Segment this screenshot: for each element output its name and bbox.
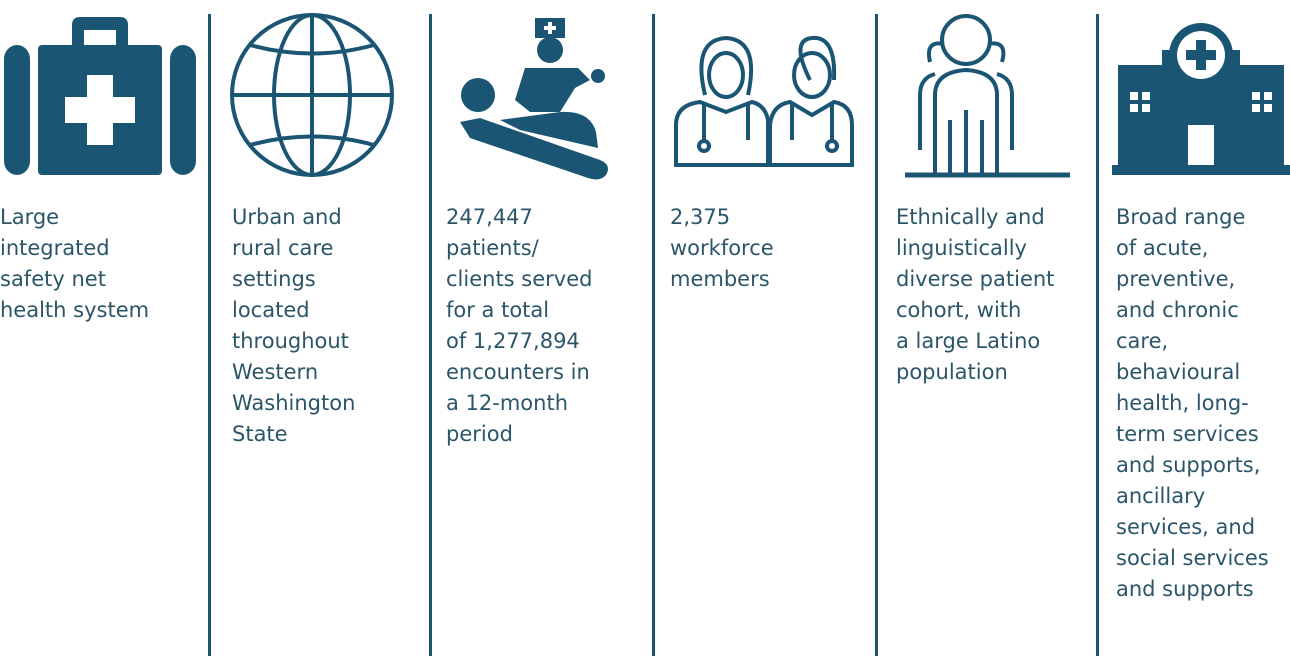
text-line: a 12-month xyxy=(446,391,569,415)
text-line: throughout xyxy=(232,329,349,353)
text-line: State xyxy=(232,422,288,446)
divider xyxy=(429,14,432,656)
text-line: safety net xyxy=(0,267,106,291)
text-line: ancillary xyxy=(1116,484,1206,508)
text-line: and supports, xyxy=(1116,453,1261,477)
text-line: social services xyxy=(1116,546,1269,570)
column-text: Large integrated safety net health system xyxy=(0,202,149,326)
text-line: period xyxy=(446,422,513,446)
text-line: Large xyxy=(0,205,60,229)
text-line: members xyxy=(670,267,770,291)
text-line: behavioural xyxy=(1116,360,1241,384)
text-line: cohort, with xyxy=(896,298,1022,322)
divider xyxy=(1096,14,1099,656)
divider xyxy=(208,14,211,656)
text-line: and chronic xyxy=(1116,298,1239,322)
text-line: rural care xyxy=(232,236,334,260)
text-line: 2,375 xyxy=(670,205,731,229)
text-line: health system xyxy=(0,298,150,322)
text-line: Ethnically and xyxy=(896,205,1045,229)
column-text: 247,447 patients/clients served for a tota… xyxy=(446,202,592,450)
text-line: of 1,277,894 xyxy=(446,329,580,353)
patient-icon xyxy=(460,18,608,180)
text-line: 247,447 xyxy=(446,205,533,229)
text-line: for a total xyxy=(446,298,550,322)
text-line: preventive, xyxy=(1116,267,1236,291)
text-line: of acute, xyxy=(1116,236,1209,260)
column-text: Broad range of acute, preventive, and chron… xyxy=(1116,202,1269,605)
doctors-icon xyxy=(674,35,854,167)
text-line: Urban and xyxy=(232,205,342,229)
divider xyxy=(652,14,655,656)
text-line: and supports xyxy=(1116,577,1254,601)
text-line: services, and xyxy=(1116,515,1256,539)
text-line: population xyxy=(896,360,1008,384)
text-line: workforce xyxy=(670,236,774,260)
text-line: care, xyxy=(1116,329,1169,353)
text-line: a large Latino xyxy=(896,329,1041,353)
text-line: located xyxy=(232,298,310,322)
column-text: Urban and rural care settings located throug… xyxy=(232,202,355,450)
text-line: diverse patient xyxy=(896,267,1055,291)
text-line: linguistically xyxy=(896,236,1027,260)
text-line: term services xyxy=(1116,422,1259,446)
icons xyxy=(4,13,1290,180)
text-line: encounters in xyxy=(446,360,590,384)
text-line: integrated xyxy=(0,236,110,260)
text-line: clients served xyxy=(446,267,593,291)
text-line: Washington xyxy=(232,391,356,415)
medical-kit-icon xyxy=(4,17,196,175)
people-group-icon xyxy=(905,14,1070,178)
column-text: Ethnically and linguistically diverse pati… xyxy=(896,202,1054,388)
text-line: Broad range xyxy=(1116,205,1246,229)
text-line: patients/ xyxy=(446,236,539,260)
globe-icon xyxy=(230,13,394,177)
hospital-icon xyxy=(1112,23,1290,175)
text-line: health, long- xyxy=(1116,391,1249,415)
text-line: settings xyxy=(232,267,316,291)
text-line: Western xyxy=(232,360,319,384)
divider xyxy=(875,14,878,656)
column-text: 2,375 workforce members xyxy=(670,202,774,295)
